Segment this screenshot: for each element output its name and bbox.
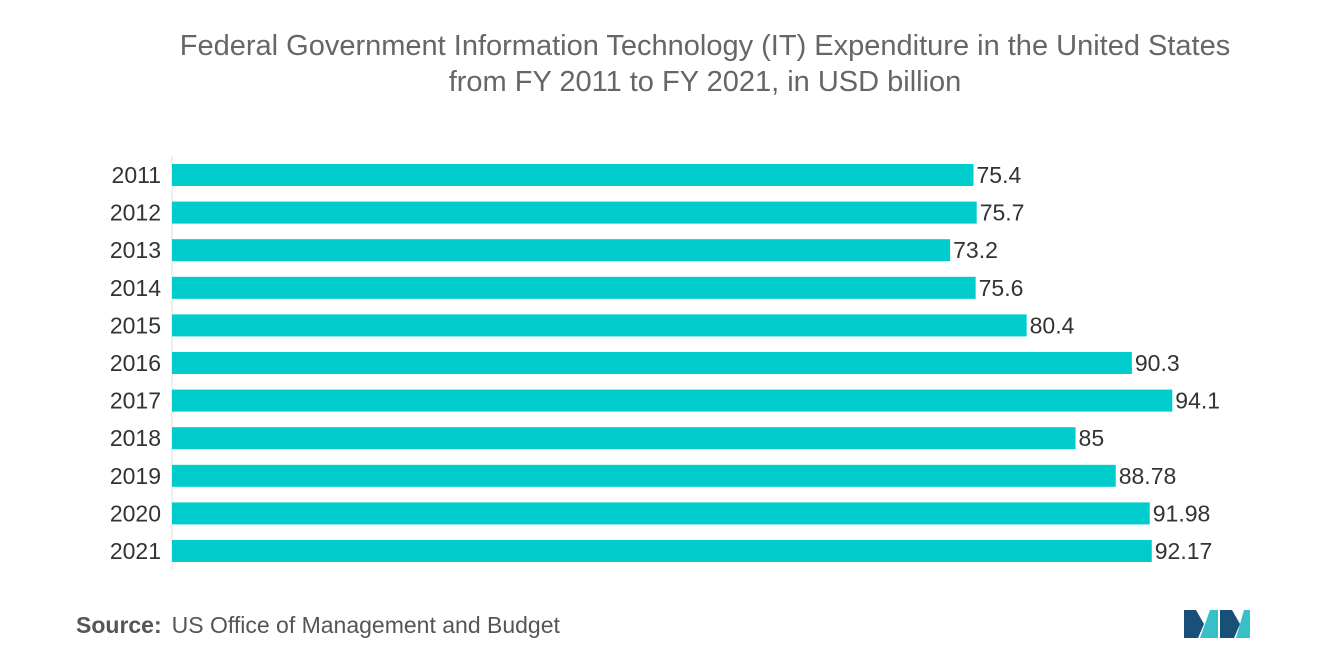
bar-2013 <box>172 239 951 262</box>
brand-logo <box>1184 610 1250 638</box>
bar-2015 <box>172 314 1027 337</box>
data-label-2013: 73.2 <box>953 237 998 263</box>
y-tick-label-2011: 2011 <box>112 162 161 188</box>
data-label-2019: 88.78 <box>1119 463 1177 489</box>
bar-2014 <box>172 276 976 299</box>
data-label-2020: 91.98 <box>1153 500 1211 526</box>
data-label-2012: 75.7 <box>980 200 1025 226</box>
bar-2021 <box>172 540 1152 562</box>
data-labels-group: 75.4 75.7 73.2 75.680.4 90.3 94.1 85 88.78 91.98… <box>953 162 1220 564</box>
source-label: Source: <box>76 612 162 638</box>
y-tick-label-2017: 2017 <box>110 388 161 414</box>
y-tick-label-2016: 2016 <box>110 350 161 376</box>
y-tick-label-2014: 2014 <box>110 275 161 301</box>
bar-2018 <box>172 427 1076 450</box>
y-tick-labels-group: 2011 2012 2013 2014 2015 2016 2017 2018 2019 2020… <box>110 162 161 564</box>
bar-2020 <box>172 502 1150 525</box>
y-tick-label-2019: 2019 <box>110 463 161 489</box>
data-label-2021: 92.17 <box>1155 538 1213 564</box>
chart-title-line-2: from FY 2011 to FY 2021, in USD billion <box>448 66 962 98</box>
data-label-2011: 75.4 <box>977 162 1022 188</box>
data-label-2018: 85 <box>1079 425 1105 451</box>
source-note: Source: US Office of Management and Budge… <box>76 612 560 639</box>
y-tick-label-2020: 2020 <box>110 500 161 526</box>
data-label-2017: 94.1 <box>1175 388 1220 414</box>
data-label-2014: 75.6 <box>979 275 1024 301</box>
y-tick-label-2018: 2018 <box>110 425 161 451</box>
data-label-2016: 90.3 <box>1135 350 1180 376</box>
bar-2012 <box>172 201 977 224</box>
data-label-2015: 80.4 <box>1030 312 1075 338</box>
y-tick-label-2021: 2021 <box>110 538 161 564</box>
y-tick-label-2013: 2013 <box>110 237 161 263</box>
bar-2016 <box>172 352 1132 374</box>
y-tick-label-2012: 2012 <box>110 200 161 226</box>
bar-2019 <box>172 464 1116 487</box>
bar-2017 <box>172 389 1173 412</box>
chart-title-line-1: Federal Government Information Technolog… <box>179 30 1231 62</box>
source-text: US Office of Management and Budget <box>171 612 560 638</box>
bars-group <box>172 164 1173 562</box>
bar-chart: 2011 2012 2013 2014 2015 2016 2017 2018 2019 2020… <box>110 156 1220 570</box>
bar-2011 <box>172 164 974 186</box>
y-tick-label-2015: 2015 <box>110 312 161 338</box>
